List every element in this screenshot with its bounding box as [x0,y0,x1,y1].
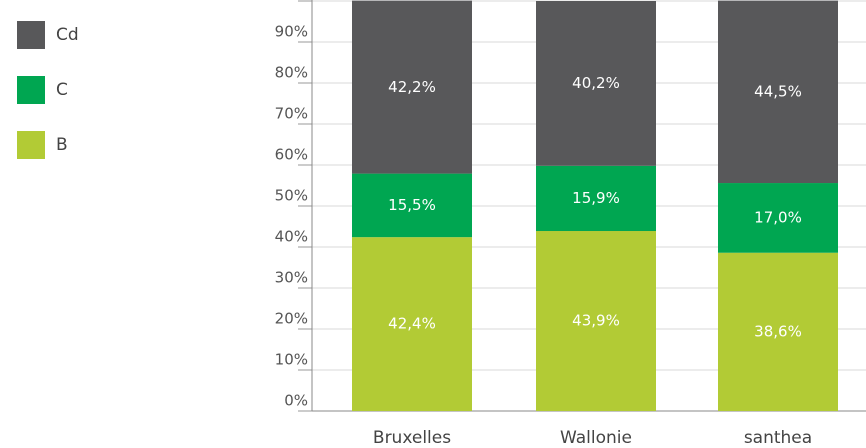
data-label: 38,6% [754,322,802,340]
data-label: 15,5% [388,196,436,214]
data-label: 15,9% [572,189,620,207]
y-tick-label: 90% [275,23,308,41]
y-tick-label: 10% [275,351,308,369]
bar-segment [536,165,656,232]
legend-swatch [17,131,45,159]
bar-segment [352,173,472,238]
legend-swatch [17,21,45,49]
data-label: 40,2% [572,74,620,92]
y-tick-label: 30% [275,269,308,287]
legend-label: B [56,135,68,155]
x-tick-label: Bruxelles [373,428,451,448]
data-label: 42,2% [388,78,436,96]
y-tick-label: 40% [275,228,308,246]
bar-segment [536,1,656,166]
legend-label: C [56,80,68,100]
bar-segment [718,183,838,253]
y-tick-label: 20% [275,310,308,328]
y-tick-label: 70% [275,105,308,123]
y-tick-label: 0% [284,392,308,410]
bar-segment [536,231,656,411]
legend-label: Cd [56,25,79,45]
bar-segment [352,237,472,411]
data-label: 43,9% [572,312,620,330]
bar-segment [718,0,838,184]
bar-segment [352,0,472,174]
x-tick-label: santhea [744,428,812,448]
y-tick-label: 60% [275,146,308,164]
y-tick-label: 50% [275,187,308,205]
y-tick-label: 80% [275,64,308,82]
data-label: 17,0% [754,208,802,226]
bar-segment [718,252,838,411]
legend-swatch [17,76,45,104]
data-label: 44,5% [754,83,802,101]
data-label: 42,4% [388,315,436,333]
x-tick-label: Wallonie [560,428,632,448]
